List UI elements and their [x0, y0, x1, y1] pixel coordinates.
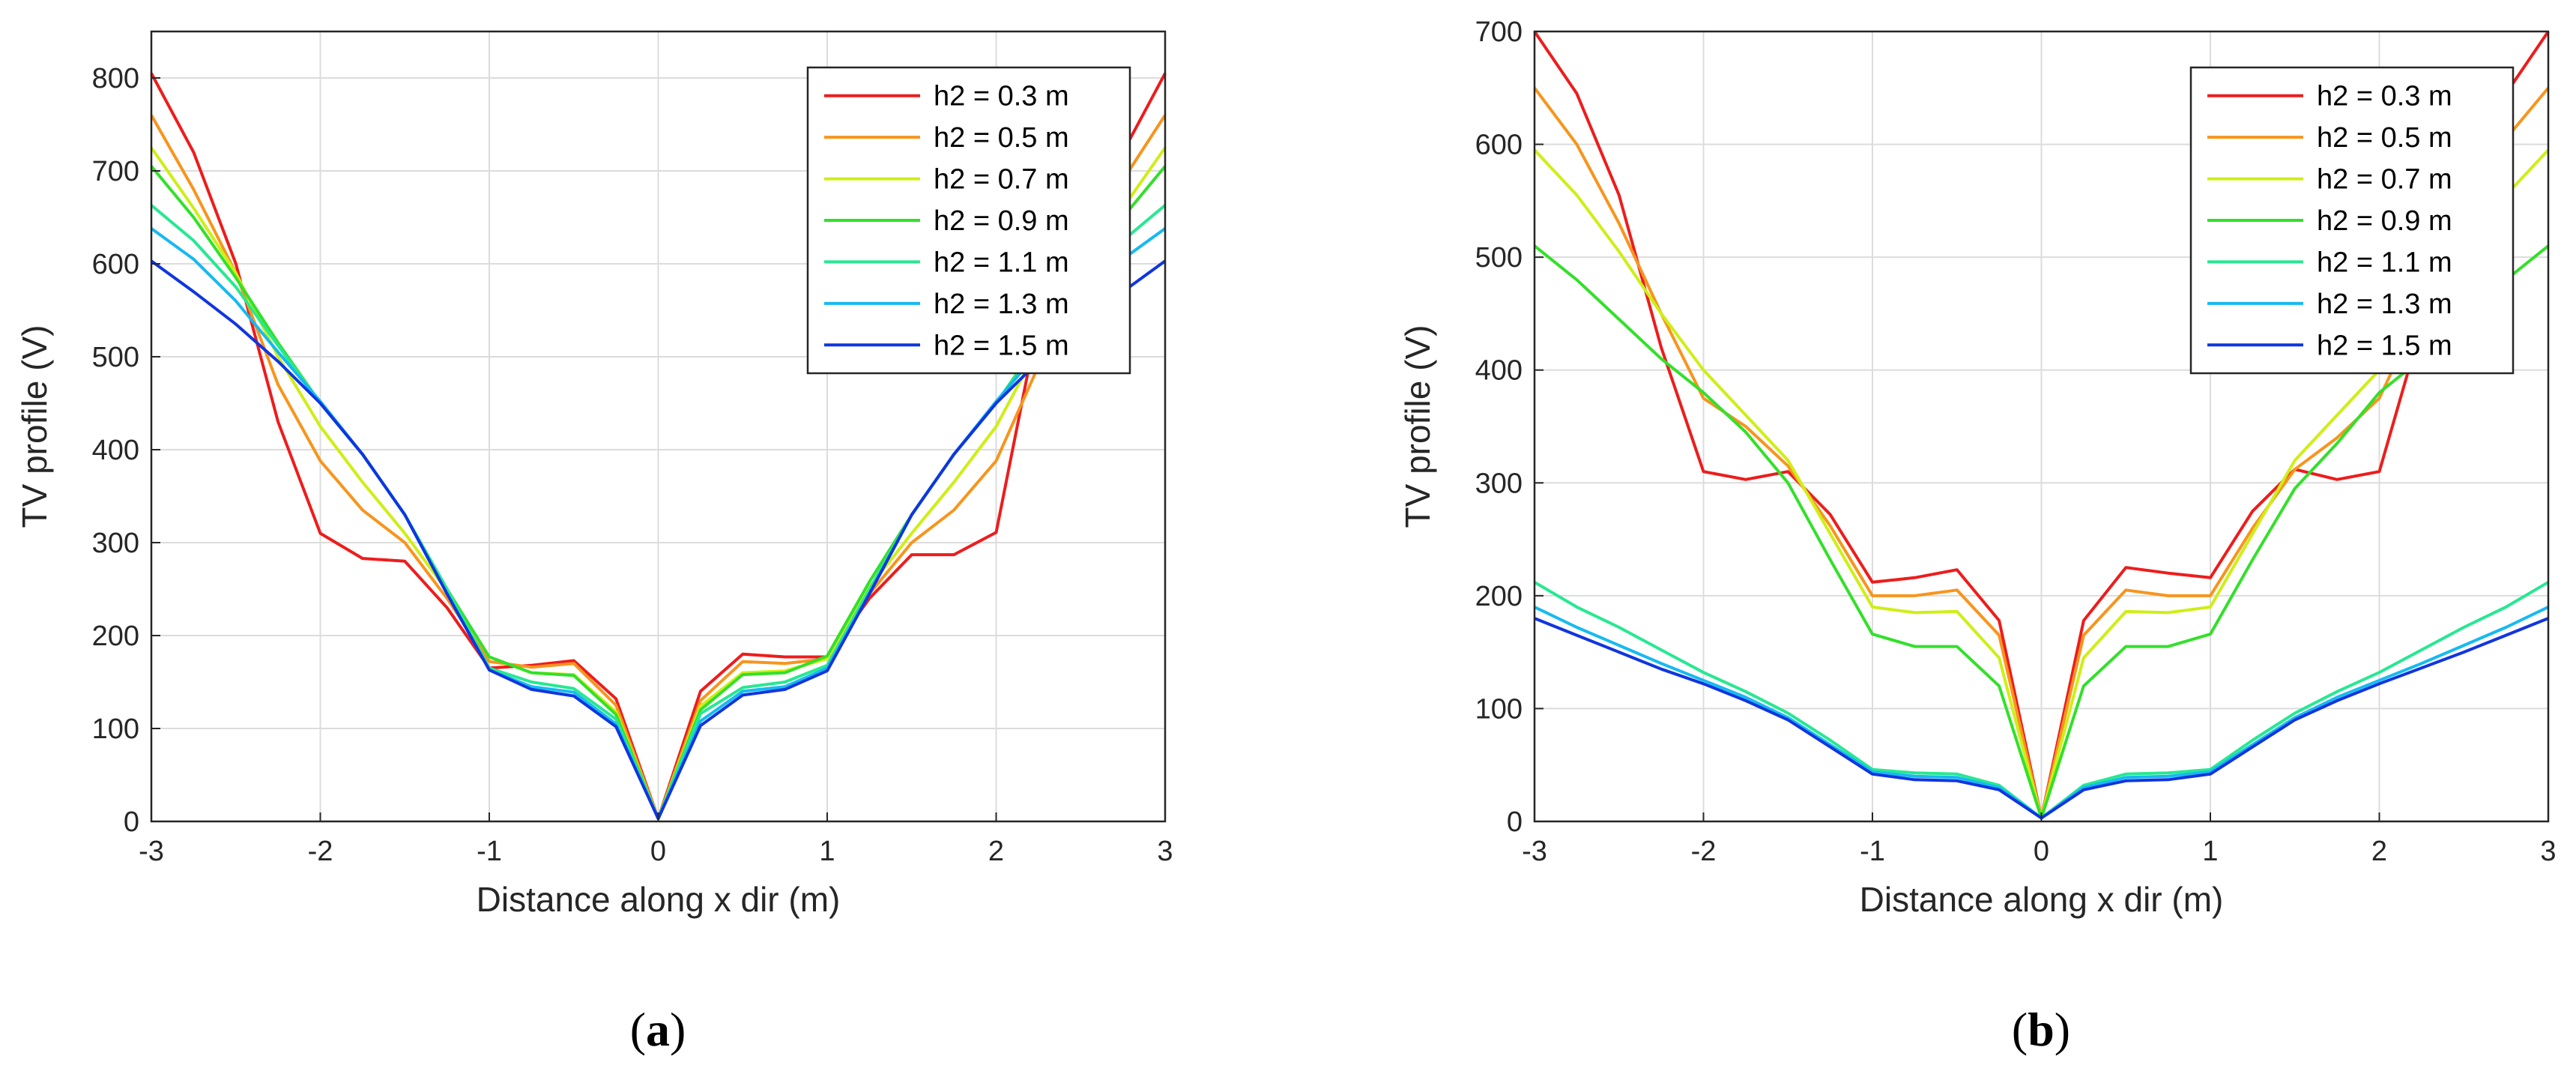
caption-letter-a: a	[646, 1003, 670, 1056]
legend-label: h2 = 0.9 m	[2317, 205, 2452, 237]
legend-label: h2 = 0.9 m	[934, 205, 1069, 237]
legend-label: h2 = 0.5 m	[2317, 122, 2452, 154]
x-tick-label: 0	[650, 836, 666, 867]
legend-label: h2 = 1.5 m	[2317, 330, 2452, 361]
y-tick-label: 800	[92, 63, 139, 94]
x-tick-label: 3	[2540, 836, 2556, 867]
y-tick-label: 400	[1475, 355, 1523, 387]
x-tick-label: 2	[2371, 836, 2387, 867]
legend-label: h2 = 1.3 m	[934, 289, 1069, 320]
y-tick-label: 600	[92, 249, 139, 280]
y-tick-label: 600	[1475, 130, 1523, 161]
caption-close-b: )	[2055, 1003, 2070, 1056]
x-tick-label: 1	[819, 836, 835, 867]
panel-b: -3 -2 -1 0 1 2 3 0 100 200 300 400 500 600 700 Distanc…	[1398, 16, 2557, 1056]
x-tick-label: -1	[1860, 836, 1885, 867]
y-tick-label: 500	[1475, 242, 1523, 274]
x-axis-title-b: Distance along x dir (m)	[1860, 880, 2224, 919]
y-tick-label: 200	[92, 621, 139, 652]
legend-label: h2 = 1.1 m	[2317, 247, 2452, 278]
x-tick-label: 1	[2202, 836, 2218, 867]
y-tick-label: 700	[92, 156, 139, 187]
x-tick-label: -2	[1691, 836, 1717, 867]
legend-label: h2 = 1.3 m	[2317, 289, 2452, 320]
legend-label: h2 = 1.5 m	[934, 330, 1069, 361]
panel-caption-b: (b)	[2012, 1003, 2070, 1056]
legend-label: h2 = 1.1 m	[934, 247, 1069, 278]
x-axis-title-a: Distance along x dir (m)	[477, 880, 841, 919]
y-tick-label: 300	[1475, 468, 1523, 499]
legend-b: h2 = 0.3 m h2 = 0.5 m h2 = 0.7 m h2 = 0.9 m…	[2189, 66, 2515, 375]
legend-label: h2 = 0.7 m	[934, 164, 1069, 196]
caption-close-a: )	[670, 1003, 686, 1056]
legend-label: h2 = 0.3 m	[2317, 81, 2452, 112]
y-tick-label: 200	[1475, 581, 1523, 612]
tick-labels-a: -3 -2 -1 0 1 2 3 0 100 200 300 400 500 600 700 800	[92, 63, 1173, 867]
caption-open-b: (	[2012, 1003, 2028, 1056]
x-tick-label: 3	[1157, 836, 1173, 867]
x-tick-label: 2	[988, 836, 1004, 867]
legend-label: h2 = 0.5 m	[934, 122, 1069, 154]
x-tick-label: 0	[2034, 836, 2049, 867]
y-tick-label: 100	[92, 714, 139, 745]
y-tick-label: 400	[92, 435, 139, 466]
x-tick-label: -1	[477, 836, 502, 867]
panel-caption-a: (a)	[630, 1003, 686, 1056]
y-tick-label: 500	[92, 342, 139, 373]
y-axis-title-a: TV profile (V)	[15, 325, 54, 528]
x-tick-label: -2	[308, 836, 333, 867]
y-tick-label: 0	[1507, 806, 1523, 838]
tick-labels-b: -3 -2 -1 0 1 2 3 0 100 200 300 400 500 600 700	[1475, 16, 2557, 867]
legend-label: h2 = 0.3 m	[934, 81, 1069, 112]
caption-open-a: (	[630, 1003, 646, 1056]
y-axis-title-b: TV profile (V)	[1398, 325, 1437, 528]
panel-a: -3 -2 -1 0 1 2 3 0 100 200 300 400 500 600 700 800 Dist…	[15, 30, 1173, 1056]
y-tick-label: 700	[1475, 16, 1523, 48]
legend-a: h2 = 0.3 m h2 = 0.5 m h2 = 0.7 m h2 = 0.9 m…	[806, 66, 1131, 375]
caption-letter-b: b	[2028, 1003, 2055, 1056]
y-tick-label: 0	[124, 806, 139, 838]
y-tick-label: 100	[1475, 693, 1523, 725]
x-tick-label: -3	[139, 836, 164, 867]
legend-label: h2 = 0.7 m	[2317, 164, 2452, 196]
x-tick-label: -3	[1522, 836, 1547, 867]
y-tick-label: 300	[92, 528, 139, 559]
